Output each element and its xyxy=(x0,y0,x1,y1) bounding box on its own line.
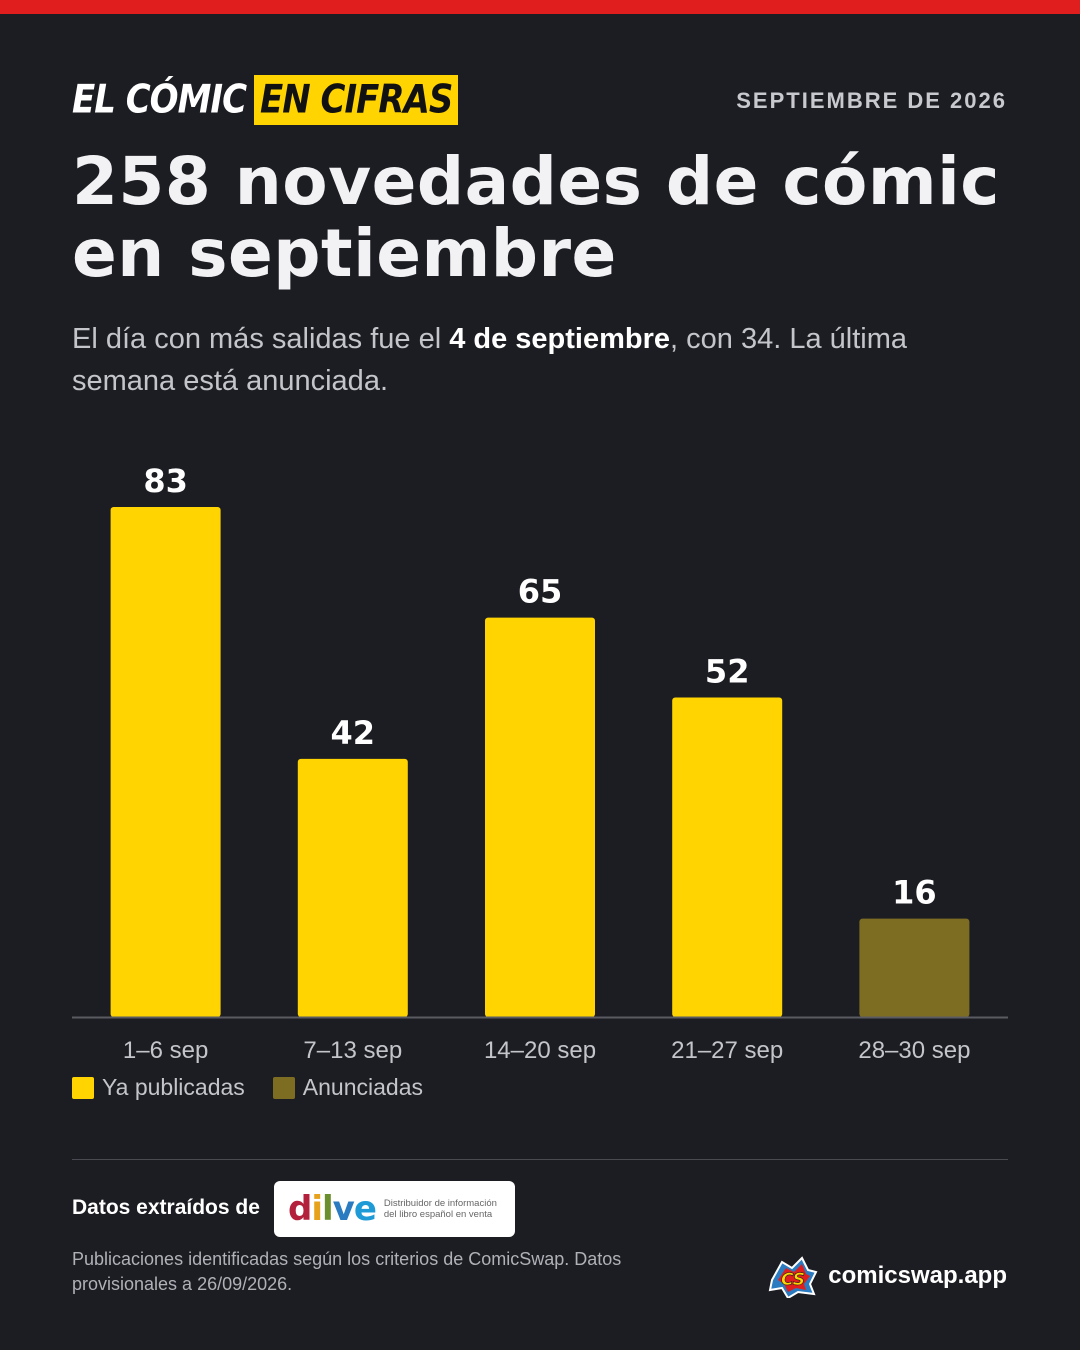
subtitle-text-2: , con 34. La última semana está anunciad… xyxy=(72,323,908,397)
top-accent-bar xyxy=(0,0,1080,14)
dilve-tagline-2: del libro español en venta xyxy=(383,1209,493,1220)
dilve-letter-l: l xyxy=(322,1189,334,1229)
bar-value-label: 16 xyxy=(892,874,937,912)
bar-5 xyxy=(859,918,970,1017)
brand-part2-box: EN CIFRAS xyxy=(254,75,459,125)
x-tick-label: 21–27 sep xyxy=(671,1037,783,1064)
dilve-logo[interactable]: dilve Distribuidor de información del lib… xyxy=(274,1181,515,1237)
footnote: Publicaciones identificadas según los cr… xyxy=(72,1249,622,1294)
bar-chart: 83 1–6 sep 42 7–13 sep 65 14–20 sep 52 21–27 se… xyxy=(72,462,1008,1064)
subtitle-text-1: El día con más salidas fue el xyxy=(72,323,450,355)
x-tick-label: 1–6 sep xyxy=(123,1037,208,1064)
brand-part2: EN CIFRAS xyxy=(260,77,453,123)
comicswap-logo-icon: CS xyxy=(769,1256,818,1298)
dilve-letter-v: v xyxy=(332,1189,355,1229)
bar-4 xyxy=(672,697,783,1017)
legend-label-published: Ya publicadas xyxy=(102,1074,245,1100)
legend-swatch-published xyxy=(72,1076,94,1099)
legend-item-announced: Anunciadas xyxy=(272,1074,423,1101)
brand-part1: EL CÓMIC xyxy=(72,77,247,123)
x-tick-label: 7–13 sep xyxy=(303,1037,402,1064)
subtitle-highlight: 4 de septiembre xyxy=(449,323,671,355)
bar-2 xyxy=(297,758,408,1017)
chart-legend: Ya publicadas Anunciadas xyxy=(72,1074,451,1101)
subtitle: El día con más salidas fue el 4 de septi… xyxy=(72,318,992,402)
x-tick-label: 28–30 sep xyxy=(858,1037,970,1064)
x-tick-label: 14–20 sep xyxy=(484,1037,596,1064)
dilve-tagline: Distribuidor de información del libro esp… xyxy=(384,1198,497,1220)
bar-value-label: 65 xyxy=(518,573,563,611)
svg-text:CS: CS xyxy=(781,1270,805,1290)
comicswap-brand[interactable]: CS comicswap.app xyxy=(768,1254,1007,1298)
dilve-letter-i: i xyxy=(311,1189,323,1229)
footer-divider xyxy=(72,1159,1008,1160)
dilve-wordmark: dilve xyxy=(288,1189,377,1229)
page-title: 258 novedades de cómic en septiembre xyxy=(72,143,1000,292)
legend-item-published: Ya publicadas xyxy=(72,1074,245,1101)
bar-value-label: 83 xyxy=(143,462,188,500)
site-url[interactable]: comicswap.app xyxy=(828,1262,1007,1289)
dilve-letter-e: e xyxy=(353,1189,377,1229)
dilve-tagline-1: Distribuidor de información xyxy=(383,1198,497,1209)
legend-label-announced: Anunciadas xyxy=(302,1074,423,1100)
bar-3 xyxy=(485,617,595,1017)
source-label: Datos extraídos de xyxy=(72,1196,260,1219)
dilve-letter-d: d xyxy=(288,1189,312,1229)
brand-logo: EL CÓMIC EN CIFRAS xyxy=(72,75,459,125)
issue-date: SEPTIEMBRE DE 2026 xyxy=(736,88,1007,113)
bar-1 xyxy=(110,507,221,1017)
legend-swatch-announced xyxy=(272,1076,295,1099)
bar-value-label: 42 xyxy=(331,714,376,752)
bar-value-label: 52 xyxy=(705,652,750,690)
